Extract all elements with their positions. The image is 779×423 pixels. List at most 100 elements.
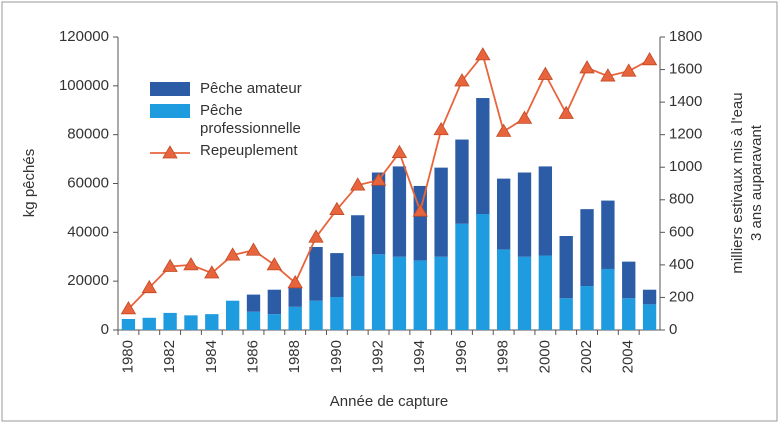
marker xyxy=(141,279,157,294)
legend-swatch xyxy=(150,144,190,159)
x-tick-label: 2000 xyxy=(536,340,553,373)
x-tick-label: 1998 xyxy=(495,340,512,373)
bar-segment xyxy=(413,260,427,330)
x-tick-label: 2002 xyxy=(578,340,595,373)
bar-segment xyxy=(538,255,553,330)
bar-segment xyxy=(267,289,282,315)
bar-segment xyxy=(330,297,344,330)
bar-segment xyxy=(121,319,136,330)
marker xyxy=(370,172,387,186)
legend-swatch xyxy=(150,104,190,118)
y2-tick-label: 1000 xyxy=(669,158,702,175)
y2-axis-label: 3 ans auparavant xyxy=(748,124,765,241)
marker xyxy=(224,247,241,261)
x-tick-label: 2004 xyxy=(620,340,637,373)
marker xyxy=(641,51,658,66)
bar-segment xyxy=(267,314,282,330)
marker xyxy=(308,229,324,243)
marker xyxy=(245,242,262,256)
x-axis-label: Année de capture xyxy=(330,393,448,410)
bar-segment xyxy=(496,249,511,330)
bar-segment xyxy=(476,214,490,330)
marker xyxy=(162,258,178,272)
bar-segment xyxy=(476,98,490,215)
y2-tick-label: 800 xyxy=(669,191,694,208)
bar-segment xyxy=(455,223,469,330)
y2-tick-label: 1400 xyxy=(669,93,702,110)
x-tick-label: 1990 xyxy=(328,340,345,373)
marker xyxy=(516,110,533,124)
marker xyxy=(391,144,408,158)
marker xyxy=(454,73,470,87)
bar-segment xyxy=(601,268,615,330)
bar-segment xyxy=(622,261,636,299)
bar-segment xyxy=(163,312,177,330)
bar-segment xyxy=(434,167,448,257)
bar-segment xyxy=(246,294,261,312)
line xyxy=(127,52,651,310)
y2-axis-label: milliers estivaux mis à l'eau xyxy=(729,92,746,273)
bar-segment xyxy=(517,256,532,330)
x-tick-label: 1984 xyxy=(203,340,220,373)
marker xyxy=(120,301,137,315)
bar-segment xyxy=(246,311,261,330)
y-tick-label: 80000 xyxy=(67,126,109,143)
marker xyxy=(412,203,428,217)
y2-tick-label: 1200 xyxy=(669,126,702,143)
bar-segment xyxy=(371,172,386,255)
y-tick-label: 100000 xyxy=(59,77,109,94)
x-tick-label: 1982 xyxy=(161,340,178,373)
marker xyxy=(600,68,616,82)
legend-item: Pêche amateur xyxy=(150,80,310,98)
bar-segment xyxy=(184,315,198,330)
marker xyxy=(621,63,637,77)
marker xyxy=(350,177,366,191)
bar-segment xyxy=(580,286,594,330)
legend-label: Repeuplement xyxy=(200,142,298,159)
y-tick-label: 40000 xyxy=(67,223,109,240)
y2-tick-label: 400 xyxy=(669,256,694,273)
x-tick-label: 1988 xyxy=(286,340,303,373)
bar-segment xyxy=(205,314,219,330)
marker xyxy=(329,201,345,215)
bar-segment xyxy=(434,256,448,330)
marker xyxy=(579,60,595,74)
y-axis-label: kg pêchés xyxy=(21,149,38,217)
bar-segment xyxy=(559,298,573,330)
legend: Pêche amateur Pêche professionnelle Repeup… xyxy=(150,80,310,164)
marker xyxy=(266,257,283,271)
y2-tick-label: 0 xyxy=(669,321,677,338)
marker xyxy=(537,66,554,80)
bar-segment xyxy=(392,256,407,330)
marker xyxy=(495,123,512,137)
bar-segment xyxy=(351,215,365,277)
marker xyxy=(558,105,574,119)
y2-tick-label: 600 xyxy=(669,223,694,240)
y2-tick-label: 1600 xyxy=(669,61,702,78)
legend-line xyxy=(150,145,190,159)
x-tick-label: 1996 xyxy=(453,340,470,373)
y-tick-label: 20000 xyxy=(67,272,109,289)
bar-segment xyxy=(288,306,302,330)
bar-segment xyxy=(642,304,657,330)
bar-segment xyxy=(351,276,365,330)
legend-swatch xyxy=(150,82,190,96)
marker xyxy=(204,265,220,279)
x-tick-label: 1986 xyxy=(244,340,261,373)
legend-item: Pêche professionnelle xyxy=(150,102,310,138)
y-tick-label: 120000 xyxy=(59,28,109,45)
bar-segment xyxy=(642,289,657,305)
bar-segment xyxy=(496,178,511,250)
marker xyxy=(433,121,449,136)
bar-segment xyxy=(330,253,344,298)
bar-segment xyxy=(309,300,323,330)
bar-segment xyxy=(413,185,427,261)
legend-item: Repeuplement xyxy=(150,142,310,160)
marker xyxy=(287,275,303,289)
y-tick-label: 0 xyxy=(101,321,109,338)
bar-segment xyxy=(517,172,532,257)
y-tick-label: 60000 xyxy=(67,174,109,191)
